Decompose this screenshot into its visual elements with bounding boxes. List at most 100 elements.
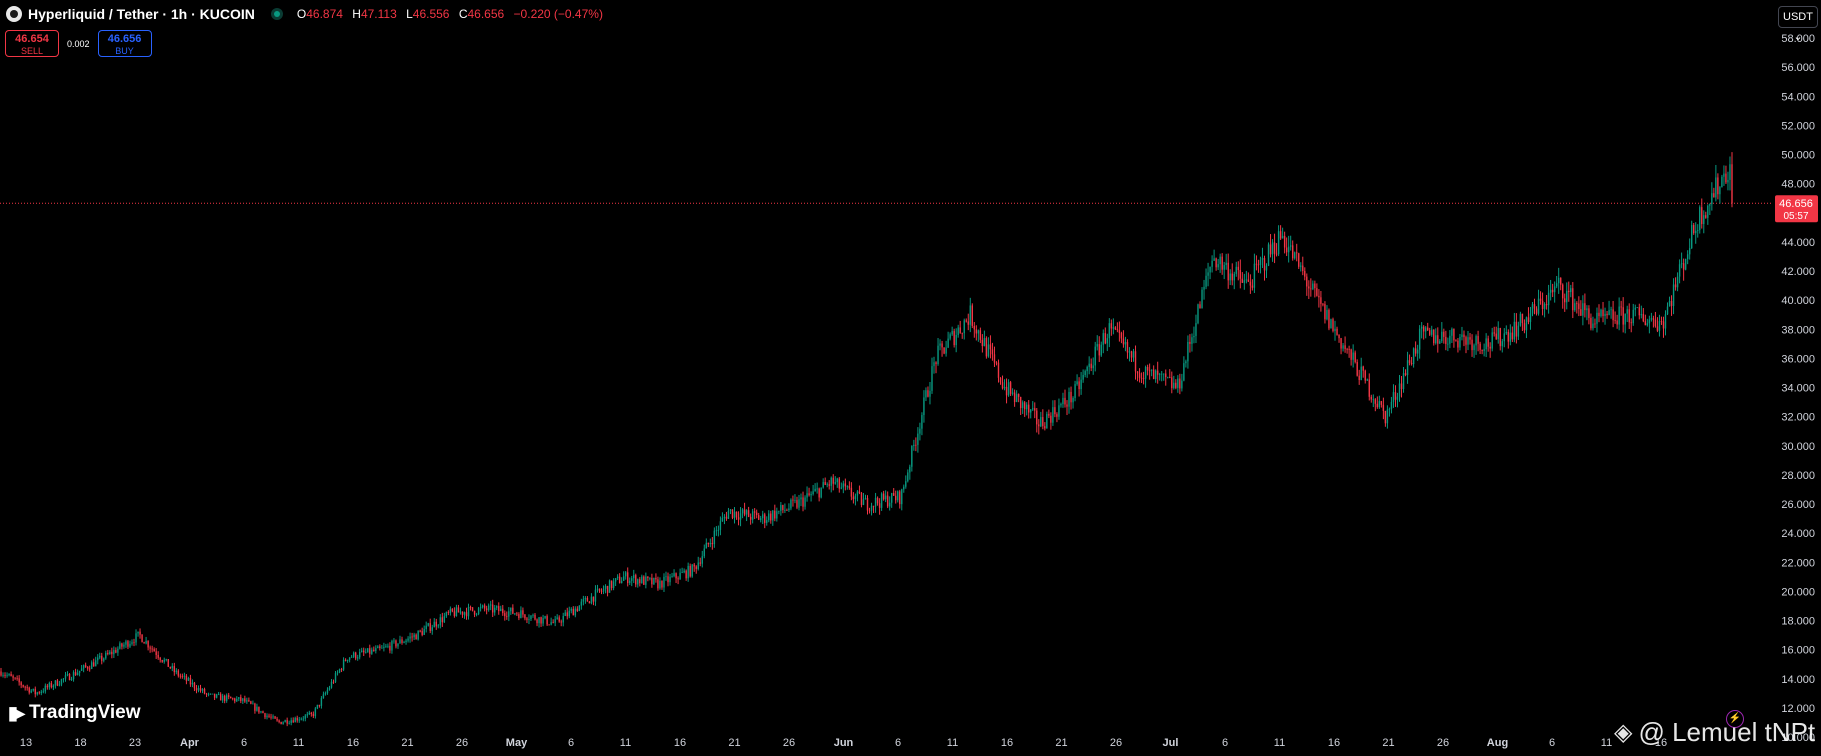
candle-body — [258, 706, 260, 713]
candle-body — [1267, 244, 1270, 266]
candle-body — [890, 493, 893, 503]
candle-body — [411, 636, 413, 638]
candle-body — [1618, 306, 1620, 325]
last-price-value: 46.656 — [1779, 198, 1813, 210]
candle-body — [1032, 408, 1034, 410]
candle-body — [637, 579, 639, 585]
buy-button[interactable]: 46.656 BUY — [97, 30, 152, 57]
candle-body — [1285, 247, 1288, 253]
candle-body — [1181, 380, 1183, 389]
candle-body — [248, 700, 250, 702]
candle-body — [219, 694, 222, 701]
tradingview-logo[interactable]: ▮▸ TradingView — [8, 702, 141, 724]
candle-body — [1404, 373, 1407, 376]
candle-body — [1025, 404, 1028, 410]
lightning-icon[interactable]: ⚡ — [1726, 710, 1744, 728]
candle-body — [1479, 343, 1481, 350]
candle-body — [189, 678, 192, 685]
candle-body — [22, 685, 24, 687]
candle-body — [213, 693, 216, 698]
candle-body — [961, 332, 963, 334]
candle-body — [622, 576, 625, 581]
candle-body — [590, 596, 593, 604]
candle-body — [1666, 306, 1669, 315]
symbol-title[interactable]: Hyperliquid / Tether · 1h · KUCOIN — [28, 6, 255, 22]
candle-body — [796, 500, 798, 508]
candle-body — [12, 676, 14, 678]
candle-body — [701, 556, 703, 564]
candle-body — [1056, 414, 1058, 417]
candle-body — [1187, 341, 1189, 362]
close-label: C — [458, 7, 468, 21]
currency-select[interactable]: USDT ⌄ — [1778, 6, 1818, 43]
candle-body — [417, 630, 419, 640]
candle-body — [28, 687, 30, 693]
candle-body — [310, 712, 313, 715]
candle-body — [633, 575, 635, 579]
candle-body — [1394, 392, 1397, 400]
candle-body — [1533, 304, 1536, 309]
candle-body — [975, 329, 978, 334]
candle-body — [1660, 321, 1663, 322]
candle-body — [427, 623, 429, 626]
candle-body — [997, 362, 1000, 378]
candle-body — [385, 646, 387, 648]
candle-body — [1519, 313, 1522, 326]
candle-body — [1441, 331, 1443, 342]
price-axis[interactable]: 58.00056.00054.00052.00050.00048.00046.0… — [1781, 33, 1815, 744]
candle-body — [500, 608, 502, 612]
candle-body — [1557, 277, 1560, 284]
candle-body — [298, 719, 300, 721]
candle-body — [103, 658, 105, 661]
candle-body — [30, 690, 32, 693]
candle-body — [1447, 343, 1449, 345]
candle-body — [145, 641, 147, 644]
candle-body — [1489, 346, 1491, 349]
candle-body — [1626, 309, 1628, 314]
candle-body — [1398, 383, 1401, 397]
candle-body — [1584, 303, 1586, 311]
candle-body — [614, 578, 617, 582]
candle-body — [481, 605, 484, 608]
time-axis[interactable]: 13 18 23 Apr 6 11 16 21 26 May 6 11 16 21 26 Jun 6 11 16 21… — [20, 737, 1667, 749]
candle-body — [1298, 253, 1300, 267]
candle-body — [1084, 371, 1086, 375]
candle-body — [405, 640, 407, 642]
candle-body — [594, 589, 597, 602]
high-label: H — [352, 7, 361, 21]
candle-body — [677, 578, 679, 580]
sell-button[interactable]: 46.654 SELL — [5, 30, 59, 57]
candle-body — [300, 718, 302, 720]
candle-body — [153, 649, 155, 652]
candle-body — [1364, 370, 1366, 381]
candle-body — [757, 515, 760, 520]
candle-body — [344, 659, 347, 661]
candle-body — [586, 598, 589, 602]
candle-body — [931, 366, 933, 391]
candle-body — [234, 698, 236, 702]
candle-body — [852, 496, 855, 500]
candle-body — [836, 478, 838, 483]
candle-body — [943, 347, 945, 354]
x-tick-label: 13 — [20, 737, 32, 749]
candle-body — [631, 578, 633, 581]
candle-body — [520, 610, 522, 619]
candle-body — [903, 486, 905, 490]
candle-body — [659, 580, 661, 589]
candle-body — [1713, 193, 1715, 198]
candle-body — [330, 681, 333, 688]
candle-body — [935, 362, 937, 364]
candle-body — [741, 509, 744, 514]
candle-body — [363, 650, 365, 653]
x-tick-label: Apr — [180, 737, 200, 749]
candle-body — [8, 674, 10, 675]
candle-body — [46, 685, 49, 688]
candle-body — [494, 607, 496, 613]
candle-body — [663, 576, 665, 588]
candle-body — [477, 608, 480, 614]
candle-body — [919, 428, 921, 434]
candle-body — [1312, 283, 1314, 290]
candle-body — [123, 644, 125, 647]
candle-body — [1209, 266, 1211, 273]
